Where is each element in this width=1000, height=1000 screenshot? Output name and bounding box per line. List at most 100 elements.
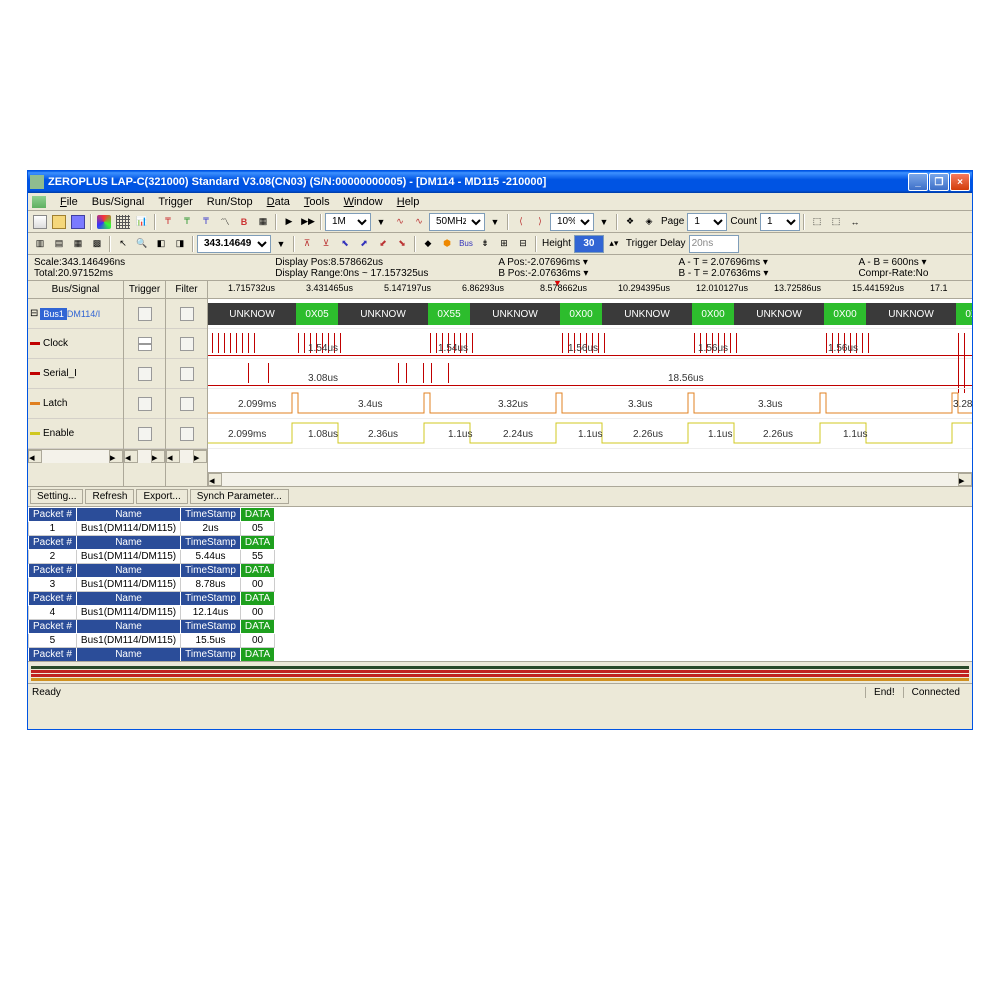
menu-tools[interactable]: Tools bbox=[298, 195, 336, 209]
menu-file[interactable]: File bbox=[54, 195, 84, 209]
t2-2-icon[interactable]: ▤ bbox=[50, 235, 68, 253]
freq-dn-icon[interactable]: ▼ bbox=[486, 213, 504, 231]
serial-wave-row: 3.08us18.56us bbox=[208, 359, 972, 389]
t2-1-icon[interactable]: ▥ bbox=[31, 235, 49, 253]
trigger-cell[interactable] bbox=[124, 389, 165, 419]
ffwd-icon[interactable]: ▶▶ bbox=[299, 213, 317, 231]
packet-header-row: Packet #NameTimeStampDATA bbox=[29, 592, 275, 606]
misc6-icon[interactable]: ⊟ bbox=[514, 235, 532, 253]
height-spin-icon[interactable]: ▴▾ bbox=[605, 235, 623, 253]
trigdelay-label: Trigger Delay bbox=[624, 238, 688, 249]
tool-c-icon[interactable]: ₸ bbox=[197, 213, 215, 231]
minimap[interactable] bbox=[28, 661, 972, 683]
misc4-icon[interactable]: ⬢ bbox=[438, 235, 456, 253]
misc3-icon[interactable]: ◆ bbox=[419, 235, 437, 253]
nav4-icon[interactable]: ⬊ bbox=[393, 235, 411, 253]
menu-data[interactable]: Data bbox=[261, 195, 296, 209]
signal-row[interactable]: ⊟Bus1DM114/I bbox=[28, 299, 123, 329]
packet-row[interactable]: 2Bus1(DM114/DM115)5.44us55 bbox=[29, 550, 275, 564]
packet-row[interactable]: 1Bus1(DM114/DM115)2us05 bbox=[29, 522, 275, 536]
zoom-inc-icon[interactable]: ⟩ bbox=[531, 213, 549, 231]
trigger-cell[interactable] bbox=[124, 329, 165, 359]
marker-a-icon[interactable]: ⊼ bbox=[298, 235, 316, 253]
trigdelay-input[interactable] bbox=[689, 235, 739, 253]
filter-cell[interactable] bbox=[166, 299, 207, 329]
signal-row[interactable]: Clock bbox=[28, 329, 123, 359]
samples-dn-icon[interactable]: ▼ bbox=[372, 213, 390, 231]
zoom-dec-icon[interactable]: ⟨ bbox=[512, 213, 530, 231]
t2-8-icon[interactable]: ◨ bbox=[171, 235, 189, 253]
t2-4-icon[interactable]: ▩ bbox=[88, 235, 106, 253]
packet-row[interactable]: 5Bus1(DM114/DM115)15.5us00 bbox=[29, 634, 275, 648]
bus-label-icon[interactable]: Bus bbox=[457, 235, 475, 253]
count-select[interactable]: 1 bbox=[760, 213, 800, 231]
find-icon[interactable]: 🔍 bbox=[133, 235, 151, 253]
new-icon[interactable] bbox=[31, 213, 49, 231]
tool-a-icon[interactable]: ₸ bbox=[159, 213, 177, 231]
refresh-button[interactable]: Refresh bbox=[85, 489, 134, 504]
marker-b-icon[interactable]: ⊻ bbox=[317, 235, 335, 253]
cursor-icon[interactable]: ↖ bbox=[114, 235, 132, 253]
misc2-icon[interactable]: ◈ bbox=[640, 213, 658, 231]
anchor-icon[interactable]: ⇟ bbox=[476, 235, 494, 253]
signal-row[interactable]: Enable bbox=[28, 419, 123, 449]
titlebar[interactable]: ZEROPLUS LAP-C(321000) Standard V3.08(CN… bbox=[28, 171, 972, 193]
filter-cell[interactable] bbox=[166, 329, 207, 359]
setting-button[interactable]: Setting... bbox=[30, 489, 83, 504]
menu-window[interactable]: Window bbox=[338, 195, 389, 209]
packet-list[interactable]: Packet #NameTimeStampDATA 1Bus1(DM114/DM1… bbox=[28, 506, 972, 661]
nav3-icon[interactable]: ⬋ bbox=[374, 235, 392, 253]
export-button[interactable]: Export... bbox=[136, 489, 187, 504]
bus2-icon[interactable]: ▦ bbox=[254, 213, 272, 231]
filter-cell[interactable] bbox=[166, 359, 207, 389]
signal-row[interactable]: Latch bbox=[28, 389, 123, 419]
height-input[interactable] bbox=[574, 235, 604, 253]
trigger-icon[interactable]: 〽 bbox=[216, 213, 234, 231]
misc1-icon[interactable]: ❖ bbox=[621, 213, 639, 231]
wave2-icon[interactable]: ∿ bbox=[410, 213, 428, 231]
ext2-icon[interactable]: ⬚ bbox=[827, 213, 845, 231]
play-icon[interactable]: ▶ bbox=[280, 213, 298, 231]
ext1-icon[interactable]: ⬚ bbox=[808, 213, 826, 231]
scroll-right-icon[interactable]: ▸ bbox=[109, 450, 123, 463]
filter-cell[interactable] bbox=[166, 419, 207, 449]
menu-help[interactable]: Help bbox=[391, 195, 426, 209]
scale-dn-icon[interactable]: ▼ bbox=[272, 235, 290, 253]
trigger-cell[interactable] bbox=[124, 299, 165, 329]
filter-cell[interactable] bbox=[166, 389, 207, 419]
packet-row[interactable]: 4Bus1(DM114/DM115)12.14us00 bbox=[29, 606, 275, 620]
t2-7-icon[interactable]: ◧ bbox=[152, 235, 170, 253]
tool-icon[interactable]: 📊 bbox=[133, 213, 151, 231]
bus-icon[interactable]: B bbox=[235, 213, 253, 231]
wave-panel[interactable]: ▼ 1.715732us3.431465us5.147197us6.86293u… bbox=[208, 281, 972, 486]
menu-runstop[interactable]: Run/Stop bbox=[201, 195, 259, 209]
trigger-cell[interactable] bbox=[124, 359, 165, 389]
tool-b-icon[interactable]: ₸ bbox=[178, 213, 196, 231]
open-icon[interactable] bbox=[50, 213, 68, 231]
page-select[interactable]: 1 bbox=[687, 213, 727, 231]
misc5-icon[interactable]: ⊞ bbox=[495, 235, 513, 253]
menu-trigger[interactable]: Trigger bbox=[152, 195, 198, 209]
samples-select[interactable]: 1M bbox=[325, 213, 371, 231]
scale-select[interactable]: 343.14649 bbox=[197, 235, 271, 253]
close-button[interactable]: × bbox=[950, 173, 970, 191]
nav1-icon[interactable]: ⬉ bbox=[336, 235, 354, 253]
scroll-left-icon[interactable]: ◂ bbox=[28, 450, 42, 463]
zoom-dn-icon[interactable]: ▼ bbox=[595, 213, 613, 231]
zoom-select[interactable]: 10% bbox=[550, 213, 594, 231]
save-icon[interactable] bbox=[69, 213, 87, 231]
wave-icon[interactable]: ∿ bbox=[391, 213, 409, 231]
synch-button[interactable]: Synch Parameter... bbox=[190, 489, 289, 504]
nav2-icon[interactable]: ⬈ bbox=[355, 235, 373, 253]
minimize-button[interactable]: _ bbox=[908, 173, 928, 191]
packet-row[interactable]: 3Bus1(DM114/DM115)8.78us00 bbox=[29, 578, 275, 592]
signal-row[interactable]: Serial_I bbox=[28, 359, 123, 389]
grid-icon[interactable] bbox=[114, 213, 132, 231]
trigger-cell[interactable] bbox=[124, 419, 165, 449]
maximize-button[interactable]: ❐ bbox=[929, 173, 949, 191]
t2-3-icon[interactable]: ▦ bbox=[69, 235, 87, 253]
freq-select[interactable]: 50MHz bbox=[429, 213, 485, 231]
menu-bussignal[interactable]: Bus/Signal bbox=[86, 195, 151, 209]
palette-icon[interactable] bbox=[95, 213, 113, 231]
ext3-icon[interactable]: ↔ bbox=[846, 213, 864, 231]
